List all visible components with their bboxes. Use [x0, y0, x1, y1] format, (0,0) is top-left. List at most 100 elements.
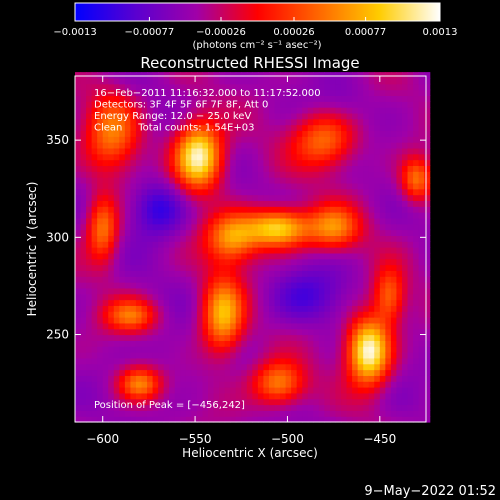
heatmap-cell — [141, 375, 148, 382]
heatmap-cell — [102, 229, 109, 236]
heatmap-cell — [424, 112, 431, 120]
heatmap-cell — [407, 83, 414, 91]
heatmap-cell — [407, 357, 414, 365]
heatmap-cell — [291, 107, 298, 114]
heatmap-cell — [185, 223, 192, 231]
heatmap-cell — [379, 270, 386, 277]
heatmap-cell — [246, 147, 253, 155]
heatmap-cell — [374, 101, 381, 108]
heatmap-cell — [235, 416, 242, 423]
heatmap-cell — [313, 311, 320, 318]
heatmap-cell — [219, 299, 226, 306]
heatmap-cell — [401, 223, 409, 231]
heatmap-cell — [196, 270, 204, 277]
heatmap-cell — [363, 235, 370, 242]
heatmap-cell — [196, 159, 204, 167]
heatmap-cell — [302, 72, 309, 79]
heatmap-cell — [318, 334, 325, 341]
heatmap-cell — [401, 153, 409, 161]
heatmap-cell — [235, 217, 242, 225]
heatmap-cell — [385, 311, 392, 318]
heatmap-cell — [97, 252, 104, 260]
heatmap-cell — [130, 264, 137, 271]
heatmap-cell — [368, 124, 375, 132]
heatmap-cell — [341, 340, 348, 347]
heatmap-cell — [318, 247, 325, 254]
heatmap-cell — [246, 217, 253, 225]
heatmap-cell — [302, 107, 309, 114]
heatmap-cell — [341, 177, 348, 184]
heatmap-cell — [313, 95, 320, 102]
heatmap-cell — [246, 223, 253, 231]
heatmap-cell — [407, 223, 414, 231]
heatmap-cell — [163, 352, 170, 359]
heatmap-cell — [324, 363, 331, 371]
heatmap-cell — [313, 118, 320, 126]
heatmap-cell — [357, 317, 364, 324]
heatmap-cell — [108, 235, 115, 242]
heatmap-cell — [119, 72, 126, 79]
heatmap-cell — [307, 299, 314, 306]
heatmap-cell — [379, 282, 386, 289]
heatmap-cell — [202, 206, 209, 213]
heatmap-cell — [390, 398, 398, 406]
heatmap-cell — [102, 72, 109, 79]
heatmap-cell — [230, 72, 237, 79]
heatmap-cell — [174, 287, 181, 295]
heatmap-cell — [196, 276, 204, 283]
heatmap-cell — [191, 352, 198, 359]
heatmap-cell — [224, 101, 231, 108]
heatmap-cell — [374, 410, 381, 417]
heatmap-cell — [363, 282, 370, 289]
heatmap-cell — [341, 258, 348, 266]
heatmap-cell — [396, 77, 403, 85]
heatmap-cell — [307, 165, 314, 172]
heatmap-cell — [102, 282, 109, 289]
heatmap-cell — [413, 171, 420, 178]
heatmap-cell — [97, 410, 104, 417]
heatmap-cell — [241, 264, 248, 271]
heatmap-cell — [80, 276, 87, 283]
heatmap-cell — [235, 177, 242, 184]
heatmap-cell — [418, 264, 425, 271]
heatmap-cell — [291, 101, 298, 108]
heatmap-cell — [97, 392, 104, 400]
heatmap-cell — [219, 112, 226, 120]
heatmap-cell — [230, 276, 237, 283]
heatmap-cell — [296, 276, 303, 283]
heatmap-cell — [75, 200, 82, 207]
heatmap-cell — [413, 340, 420, 347]
heatmap-cell — [86, 410, 93, 417]
heatmap-cell — [285, 392, 292, 400]
heatmap-cell — [379, 398, 386, 406]
heatmap-cell — [246, 241, 253, 248]
heatmap-cell — [302, 212, 309, 219]
heatmap-cell — [91, 252, 98, 260]
heatmap-cell — [379, 375, 386, 382]
heatmap-cell — [341, 392, 348, 400]
heatmap-cell — [313, 72, 320, 79]
heatmap-cell — [374, 247, 381, 254]
heatmap-cell — [268, 334, 276, 341]
heatmap-cell — [185, 352, 192, 359]
heatmap-cell — [75, 264, 82, 271]
heatmap-cell — [418, 124, 425, 132]
heatmap-cell — [302, 101, 309, 108]
heatmap-cell — [413, 311, 420, 318]
heatmap-cell — [285, 276, 292, 283]
heatmap-cell — [163, 381, 170, 388]
heatmap-cell — [213, 153, 220, 161]
heatmap-cell — [352, 369, 359, 376]
heatmap-cell — [102, 130, 109, 137]
heatmap-cell — [185, 95, 192, 102]
heatmap-cell — [208, 352, 215, 359]
heatmap-cell — [401, 235, 409, 242]
heatmap-cell — [346, 130, 353, 137]
heatmap-cell — [357, 95, 364, 102]
heatmap-cell — [385, 107, 392, 114]
heatmap-cell — [280, 381, 287, 388]
heatmap-cell — [241, 182, 248, 190]
heatmap-cell — [396, 381, 403, 388]
heatmap-cell — [119, 229, 126, 236]
heatmap-cell — [285, 299, 292, 306]
